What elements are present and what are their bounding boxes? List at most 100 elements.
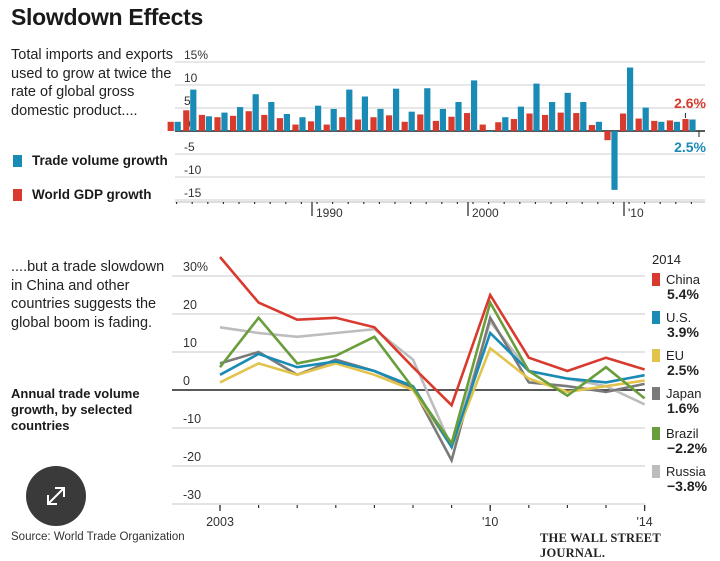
y-tick-label: -30 [183,488,201,502]
trade-bar [221,112,228,131]
gdp-bar [682,119,689,131]
trade-bar [439,108,446,131]
trade-bar [549,102,556,131]
y-tick-label: 10 [183,336,197,350]
trade-bar [689,119,696,131]
gdp-bar [448,116,455,131]
legend-swatch-gdp [13,188,22,201]
y-tick-label: 30% [183,260,208,274]
intro-text: Total imports and exports used to grow a… [11,47,173,119]
legend-country-label: Japan [666,386,702,401]
trade-bar [283,113,290,131]
gdp-bar [245,111,252,131]
legend-country-label: EU [666,348,685,363]
gdp-bar [557,112,564,131]
gdp-bar [370,117,377,131]
gdp-bar [308,121,315,131]
legend-swatch [652,349,660,362]
y-tick-label: 15% [184,48,208,62]
gdp-bar [479,124,486,131]
trade-bar [642,107,649,131]
line-chart: 30% 20 10 0 -10 -20 -30 2003 '10 '14 [172,256,653,529]
y-tick-label: 10 [184,71,198,85]
trade-bar [268,102,275,131]
gdp-bar [183,110,190,131]
trade-bar [299,117,306,131]
x-tick-label: 2003 [206,515,234,529]
legend-item-china: China 5.4% [652,272,700,302]
legend-swatch [652,311,660,324]
legend-world-gdp: World GDP growth [13,187,152,202]
trade-bar [517,106,524,131]
gdp-bar [526,113,533,131]
gdp-bar [588,125,595,131]
legend-2014-value: 5.4% [667,286,699,302]
source-note: Source: World Trade Organization [11,531,185,543]
trade-bar [580,102,587,131]
gdp-bar [510,119,517,131]
annotation-gdp-2014: 2.6% [674,95,706,111]
gdp-bar [230,115,237,131]
chart-title: Slowdown Effects [11,4,203,30]
intro2-text: ....but a trade slowdown in China and ot… [11,259,165,331]
series-line-china [219,256,645,408]
trade-bar [486,131,493,132]
trade-bar [627,67,634,131]
y-tick-label: -10 [184,163,202,177]
gdp-bar [573,113,580,131]
y-tick-label: -10 [183,412,201,426]
gdp-bar [354,119,361,131]
gdp-bar [651,120,658,131]
legend-swatch [652,427,660,440]
trade-bar [393,88,400,131]
legend-item-eu: EU 2.5% [652,348,699,378]
trade-bar [595,121,602,131]
gdp-bar [542,114,549,131]
y-tick-label: 0 [183,374,190,388]
trade-bar [237,107,244,131]
expand-button[interactable] [26,466,86,526]
legend-swatch-trade [13,154,22,167]
trade-bar [611,131,618,190]
trade-bar [471,80,478,131]
y-tick-label: -15 [184,186,202,200]
legend-country-label: Russia [666,464,706,479]
legend-swatch [652,465,660,478]
gdp-bar [635,118,642,131]
trade-bar [205,116,212,131]
y-tick-label: 20 [183,298,197,312]
gdp-bar [620,113,627,131]
y-tick-label: -20 [183,450,201,464]
gdp-bar [401,121,408,131]
gdp-bar [339,117,346,131]
trade-bar [408,111,415,131]
line-legend-title: 2014 [652,252,681,267]
trade-bar [673,121,680,131]
legend-2014-value: 1.6% [667,400,699,416]
legend-label-trade: Trade volume growth [32,153,168,168]
legend-item-japan: Japan 1.6% [652,386,701,416]
trade-bar [658,121,665,131]
trade-bar [190,89,197,131]
gdp-bar [214,117,221,131]
gdp-bar [323,124,330,131]
legend-trade-volume: Trade volume growth [13,153,168,168]
trade-bar [252,94,259,131]
gdp-bar [167,121,174,131]
gdp-bar [464,113,471,131]
legend-country-label: Brazil [666,426,699,441]
legend-item-brazil: Brazil −2.2% [652,426,707,456]
legend-country-label: U.S. [666,310,692,325]
legend-country-label: China [666,272,700,287]
x-tick-label: '10 [482,515,498,529]
trade-bar [315,105,322,131]
legend-swatch [652,387,660,400]
gdp-bar [261,114,268,131]
trade-bar [377,108,384,131]
series-line-brazil [218,299,646,447]
gdp-bar [432,120,439,131]
legend-2014-value: −3.8% [667,478,708,494]
legend-2014-value: 3.9% [667,324,699,340]
trade-bar [502,117,509,131]
